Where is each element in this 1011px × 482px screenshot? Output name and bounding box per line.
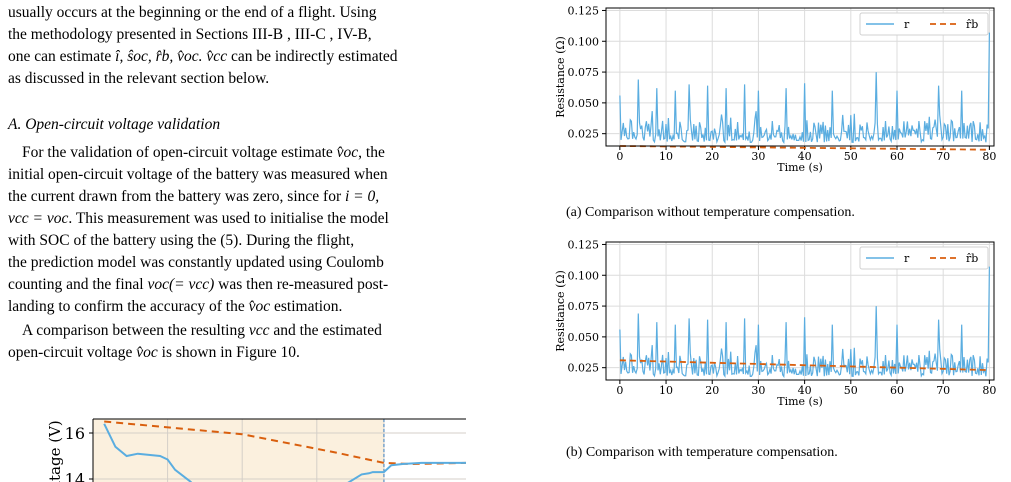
legend-label-rb: r̂b [966, 18, 978, 31]
x-tick-label: 50 [844, 150, 858, 163]
plot-frame [605, 241, 995, 381]
y-axis-label: Resistance (Ω) [554, 270, 567, 352]
math-variable: voc(= vcc) [147, 276, 215, 293]
figure-b-resistance-chart: 0 10 20 30 40 50 60 70 80 0.025 0.050 0.075 0.100 0.1… [554, 238, 996, 408]
x-tick-label: 40 [798, 150, 812, 163]
legend-box [859, 12, 989, 36]
text-line: was then re-measured post- [214, 276, 389, 293]
text-line: and the estimated [269, 322, 382, 339]
y-tick-label: 0.125 [568, 4, 600, 17]
text-line: . This measurement was used to initialis… [68, 210, 389, 227]
x-tick-label: 10 [659, 150, 673, 163]
y-tick-label: 16 [65, 424, 85, 443]
y-tick-label: 0.100 [568, 35, 600, 48]
section-heading: A. Open-circuit voltage validation [8, 116, 221, 133]
x-tick-label: 30 [751, 150, 765, 163]
x-axis-label: Time (s) [777, 161, 823, 174]
text-line: counting and the final [8, 276, 148, 293]
series-line-r [619, 32, 990, 145]
text-line: the methodology presented in Sections II… [8, 26, 372, 43]
x-tick-label: 10 [659, 384, 673, 397]
x-tick-label: 0 [616, 150, 623, 163]
y-tick-label: 0.075 [568, 300, 600, 313]
paragraph-validation: For the validation of open-circuit volta… [8, 142, 498, 318]
shaded-region [93, 419, 384, 482]
y-axis-label: ltage (V) [46, 420, 64, 482]
text-line: , the [358, 144, 385, 161]
series-line-measured [103, 423, 193, 482]
x-tick-label: 70 [936, 150, 950, 163]
series-line-rb-hat [619, 359, 990, 371]
text-line: usually occurs at the beginning or the e… [8, 4, 377, 21]
text-line: the current drawn from the battery was z… [8, 188, 345, 205]
x-tick-label: 20 [705, 384, 719, 397]
text-line: can be indirectly estimated [227, 48, 398, 65]
text-line: landing to confirm the accuracy of the [8, 298, 249, 315]
text-line: as discussed in the relevant section bel… [8, 70, 270, 87]
math-variable: vcc [248, 322, 270, 339]
y-tick-label: 0.100 [568, 269, 600, 282]
caption-figure-b: (b) Comparison with temperature compensa… [566, 445, 838, 460]
text-line: is shown in Figure 10. [157, 344, 300, 361]
math-variable: v̂oc [136, 344, 158, 361]
text-line: For the validation of open-circuit volta… [22, 144, 337, 161]
text-line: A comparison between the resulting [22, 322, 249, 339]
x-tick-label: 80 [982, 150, 996, 163]
series-line-measured [347, 461, 466, 482]
legend-label-rb: r̂b [966, 252, 978, 265]
text-line: one can estimate [8, 48, 116, 65]
math-variable: v̂oc [248, 298, 271, 315]
x-tick-label: 70 [936, 384, 950, 397]
y-tick-label: 0.075 [568, 66, 600, 79]
text-line: the prediction model was constantly upda… [8, 254, 384, 271]
text-line: with SOC of the battery using the (5). D… [8, 232, 355, 249]
legend-label-r: r [904, 18, 910, 31]
x-axis-label: Time (s) [777, 395, 823, 408]
series-line-r [619, 266, 990, 379]
math-variable: vcc = voc [8, 210, 69, 227]
plot-frame [605, 7, 995, 147]
y-tick-label: 14 [65, 470, 85, 482]
x-tick-label: 50 [844, 384, 858, 397]
paragraph-methodology: usually occurs at the beginning or the e… [8, 2, 498, 90]
caption-figure-a: (a) Comparison without temperature compe… [566, 205, 855, 220]
y-axis-label: Resistance (Ω) [554, 36, 567, 118]
legend-box [859, 246, 989, 270]
x-tick-label: 40 [798, 384, 812, 397]
math-variable: i = 0, [344, 188, 380, 205]
y-tick-label: 0.025 [568, 362, 600, 375]
series-line-rb-hat [619, 145, 990, 151]
math-variables: î, ŝoc, r̂b, v̂oc. v̂cc [115, 48, 228, 65]
text-line: estimation. [270, 298, 343, 315]
figure-a-resistance-chart: 0 10 20 30 40 50 60 70 80 0.025 0.050 0.075 0.100 0.1… [554, 4, 996, 174]
x-tick-label: 20 [705, 150, 719, 163]
text-line: initial open-circuit voltage of the batt… [8, 166, 388, 183]
x-tick-label: 80 [982, 384, 996, 397]
legend-label-r: r [904, 252, 910, 265]
y-tick-label: 0.050 [568, 97, 600, 110]
math-variable: v̂oc [336, 144, 359, 161]
x-tick-label: 60 [890, 384, 904, 397]
x-tick-label: 30 [751, 384, 765, 397]
x-tick-label: 60 [890, 150, 904, 163]
y-tick-label: 0.025 [568, 128, 600, 141]
paragraph-comparison: A comparison between the resulting vcc a… [8, 320, 498, 364]
x-tick-label: 0 [616, 384, 623, 397]
text-line: open-circuit voltage [8, 344, 137, 361]
y-tick-label: 0.050 [568, 331, 600, 344]
y-tick-label: 0.125 [568, 238, 600, 251]
